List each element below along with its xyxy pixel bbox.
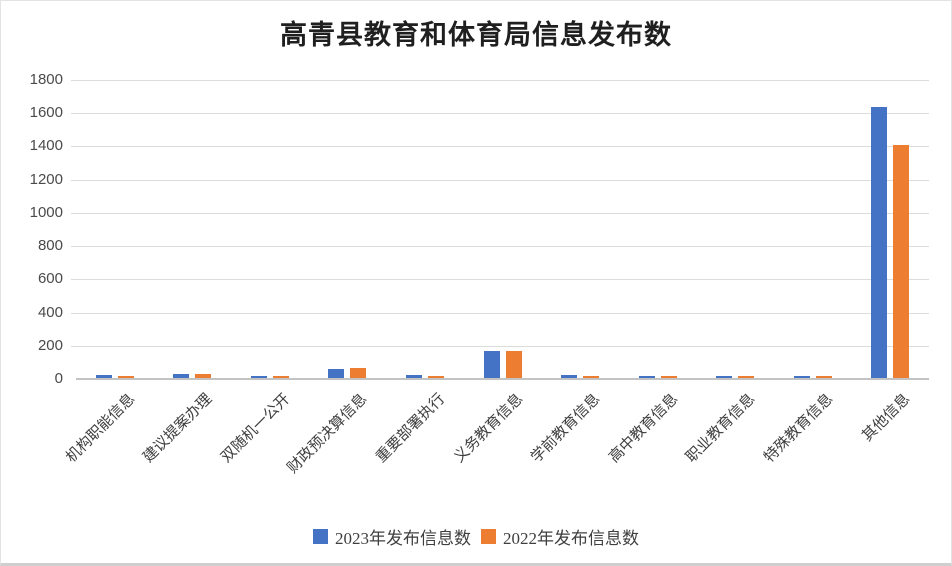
y-tick-label: 1400 bbox=[29, 137, 63, 155]
gridline bbox=[71, 212, 929, 214]
y-tick-label: 1000 bbox=[29, 203, 63, 221]
gridline bbox=[71, 146, 929, 148]
gridline bbox=[71, 80, 929, 81]
bar-2022年-财政预决算信息 bbox=[350, 368, 367, 378]
x-tick-label: 双随机一公开 bbox=[218, 391, 294, 466]
bar-2023年-高中教育信息 bbox=[638, 376, 655, 378]
x-tick-label: 高中教育信息 bbox=[605, 391, 681, 466]
gridline bbox=[71, 113, 929, 115]
gridline bbox=[71, 312, 929, 314]
bar-2022年-重要部署执行 bbox=[427, 375, 444, 378]
bar-2022年-学前教育信息 bbox=[583, 376, 600, 378]
y-tick-label: 800 bbox=[37, 237, 63, 255]
y-tick-label: 400 bbox=[37, 303, 63, 321]
bar-2022年-其他信息 bbox=[893, 145, 910, 378]
bar-2023年-建议提案办理 bbox=[173, 373, 190, 378]
bar-2023年-重要部署执行 bbox=[405, 374, 422, 378]
gridline bbox=[71, 345, 929, 347]
bar-2023年-义务教育信息 bbox=[483, 351, 500, 378]
y-tick-label: 200 bbox=[37, 336, 63, 354]
y-tick-label: 1600 bbox=[29, 104, 63, 122]
bar-2022年-特殊教育信息 bbox=[815, 376, 832, 378]
bar-2023年-机构职能信息 bbox=[95, 374, 112, 378]
y-tick-label: 0 bbox=[54, 370, 63, 387]
x-tick-label: 财政预决算信息 bbox=[285, 391, 371, 477]
x-tick-label: 机构职能信息 bbox=[63, 391, 139, 466]
x-tick-label: 建议提案办理 bbox=[140, 391, 216, 466]
bar-2023年-财政预决算信息 bbox=[328, 368, 345, 378]
legend-item-2022: 2022年发布信息数 bbox=[481, 524, 639, 549]
bar-2023年-职业教育信息 bbox=[716, 376, 733, 378]
x-tick-label: 其他信息 bbox=[859, 391, 914, 445]
x-axis-line bbox=[76, 378, 929, 380]
legend: 2023年发布信息数 2022年发布信息数 bbox=[1, 524, 951, 549]
y-tick-label: 1200 bbox=[29, 170, 63, 188]
bar-2022年-建议提案办理 bbox=[195, 373, 212, 378]
chart-title: 高青县教育和体育局信息发布数 bbox=[280, 20, 672, 50]
bar-2023年-双随机一公开 bbox=[250, 375, 267, 378]
bar-2022年-职业教育信息 bbox=[738, 376, 755, 378]
bar-2022年-高中教育信息 bbox=[660, 376, 677, 378]
legend-swatch-2023 bbox=[313, 529, 328, 544]
x-tick-label: 重要部署执行 bbox=[373, 391, 449, 466]
gridline bbox=[71, 246, 929, 248]
gridline bbox=[71, 179, 929, 181]
legend-swatch-2022 bbox=[481, 529, 496, 544]
x-tick-label: 特殊教育信息 bbox=[761, 391, 836, 466]
y-tick-label: 1800 bbox=[29, 71, 63, 88]
legend-label-2022: 2022年发布信息数 bbox=[503, 529, 639, 548]
bar-2023年-学前教育信息 bbox=[561, 374, 578, 378]
bar-2023年-特殊教育信息 bbox=[793, 376, 810, 378]
bar-2022年-义务教育信息 bbox=[505, 351, 522, 378]
bar-2023年-其他信息 bbox=[871, 107, 888, 378]
bar-2022年-双随机一公开 bbox=[272, 376, 289, 378]
legend-item-2023: 2023年发布信息数 bbox=[313, 524, 471, 549]
x-tick-label: 义务教育信息 bbox=[450, 391, 526, 466]
bar-2022年-机构职能信息 bbox=[117, 376, 134, 378]
y-tick-label: 600 bbox=[37, 270, 63, 288]
x-tick-label: 学前教育信息 bbox=[528, 391, 604, 466]
legend-label-2023: 2023年发布信息数 bbox=[335, 529, 471, 548]
x-tick-label: 职业教育信息 bbox=[683, 391, 759, 466]
gridline bbox=[71, 279, 929, 281]
